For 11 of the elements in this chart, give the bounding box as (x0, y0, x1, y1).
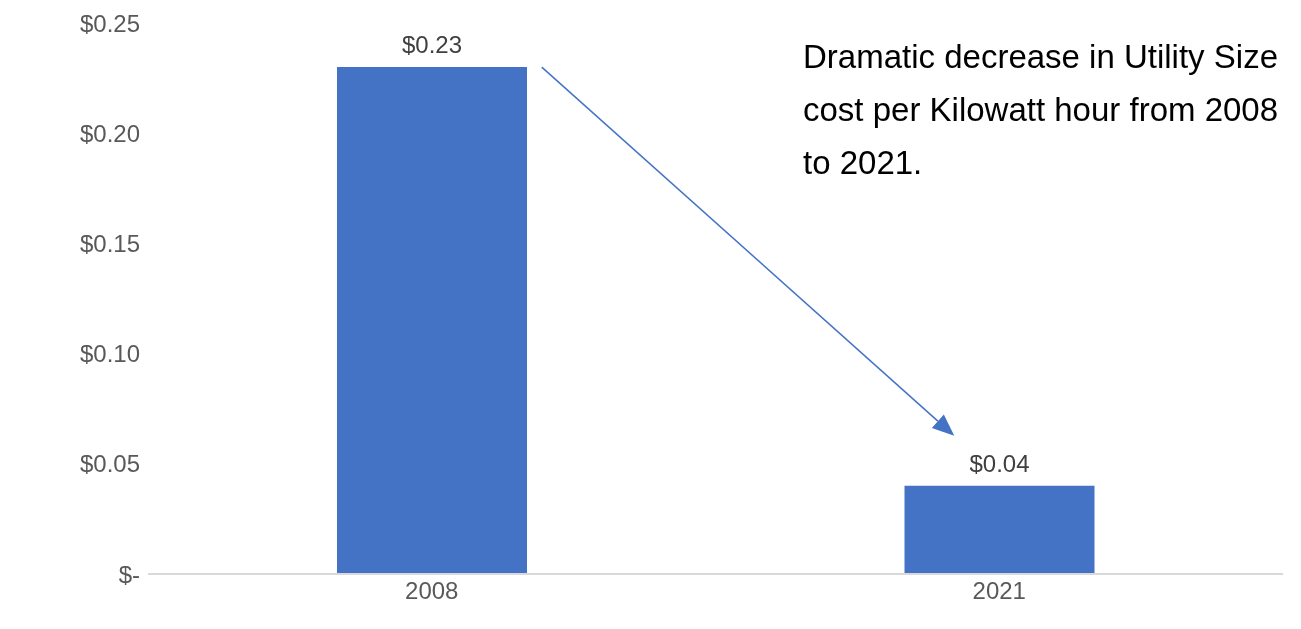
y-tick-label: $0.05 (79, 450, 140, 478)
data-label: $0.04 (969, 449, 1030, 477)
x-tick-label: 2021 (972, 577, 1026, 605)
y-tick-label: $0.20 (79, 119, 140, 147)
x-tick-label: 2008 (405, 577, 459, 605)
y-tick-label: $- (118, 560, 140, 588)
y-tick-label: $0.10 (79, 340, 140, 368)
y-tick-label: $0.25 (79, 9, 140, 37)
annotation: Dramatic decrease in Utility Size cost per Kilowatt hour from 2008 to 2021. (803, 37, 1280, 183)
y-tick-label: $0.15 (79, 229, 140, 257)
data-label: $0.23 (401, 31, 463, 59)
